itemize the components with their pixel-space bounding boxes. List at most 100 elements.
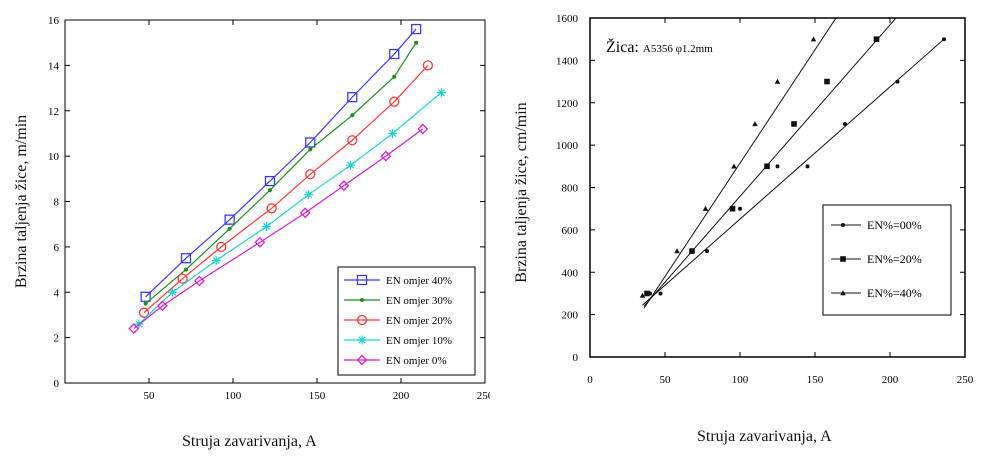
series-3: [138, 60, 434, 318]
y-tick-label: 16: [48, 15, 60, 27]
legend-label: EN%=40%: [867, 286, 922, 300]
y-tick-label: 8: [54, 197, 60, 209]
data-point: [644, 290, 650, 297]
data-point: [702, 205, 709, 211]
data-point: [417, 123, 429, 135]
data-point: [414, 40, 419, 45]
x-tick-label: 50: [660, 374, 672, 386]
data-point: [128, 323, 140, 334]
series-line: [145, 28, 417, 298]
x-tick-label: 0: [587, 374, 593, 386]
fit-line: [642, 38, 945, 306]
data-point: [658, 291, 663, 296]
x-tick-label: 100: [225, 390, 242, 402]
data-point: [436, 88, 446, 98]
y-axis-title-left: Brzina taljenja žice, m/min: [13, 115, 30, 288]
data-point: [775, 164, 780, 169]
series-1: [140, 23, 422, 302]
data-point: [731, 163, 737, 169]
data-point: [183, 267, 188, 272]
y-tick-label: 600: [562, 225, 579, 237]
y-axis-title-right: Brzina taljenja žice, cm/min: [513, 102, 530, 282]
x-axis-title-right: Struja zavarivanja, A: [697, 428, 832, 445]
data-point: [873, 36, 880, 42]
data-point: [639, 292, 646, 298]
data-point: [180, 253, 192, 264]
legend-label: EN omjer 0%: [386, 355, 446, 367]
series-line: [145, 42, 417, 305]
series-5: [128, 123, 429, 334]
data-point: [304, 190, 314, 200]
y-tick-label: 0: [54, 378, 60, 390]
data-point: [266, 203, 277, 214]
data-point: [143, 301, 148, 306]
legend-label: EN omjer 40%: [386, 275, 452, 287]
y-tick-label: 1600: [556, 13, 579, 25]
y-tick-label: 14: [48, 60, 60, 72]
series-3: [639, 18, 837, 309]
y-tick-label: 12: [48, 106, 59, 118]
x-tick-label: 250: [477, 390, 490, 402]
legend-label: EN%=20%: [867, 252, 922, 266]
data-point: [389, 48, 400, 60]
series-4: [134, 88, 446, 329]
data-point: [168, 287, 178, 297]
data-point: [224, 214, 235, 225]
data-point: [729, 205, 736, 212]
data-point: [254, 236, 266, 248]
data-point: [338, 180, 350, 192]
data-point: [299, 207, 311, 219]
legend-label: EN%=00%: [867, 218, 922, 232]
data-point: [752, 121, 758, 127]
data-point: [791, 121, 797, 127]
data-point: [140, 291, 151, 302]
data-point: [392, 74, 397, 79]
y-tick-label: 400: [562, 267, 579, 279]
chart-left: 50 100 150 200 250 0 2 4 6 8 10 12 14 16 Brzina taljen…: [13, 15, 490, 402]
data-point: [264, 175, 276, 187]
data-point: [805, 164, 810, 169]
x-tick-label: 150: [309, 390, 326, 402]
y-tick-label: 200: [562, 310, 579, 322]
series-2: [143, 40, 419, 306]
legend-label: EN omjer 10%: [386, 335, 452, 347]
y-tick-label: 10: [48, 151, 60, 163]
legend-label: EN omjer 30%: [386, 295, 452, 307]
data-point: [347, 91, 358, 103]
data-point: [410, 23, 422, 35]
legend-marker: [840, 256, 846, 262]
x-tick-label: 250: [957, 374, 974, 386]
y-tick-label: 1200: [556, 98, 579, 110]
data-point: [388, 128, 398, 138]
data-point: [689, 248, 695, 254]
data-point: [157, 300, 168, 312]
y-tick-label: 6: [54, 242, 60, 254]
fit-line: [643, 18, 837, 309]
data-point: [705, 249, 709, 254]
data-point: [216, 241, 227, 253]
wire-annotation: Žica: A5356 φ1.2mm: [606, 37, 713, 56]
data-point: [810, 36, 817, 42]
data-point: [193, 275, 205, 287]
series-line: [138, 92, 442, 325]
data-point: [347, 135, 358, 146]
data-point: [177, 273, 188, 284]
series-line: [143, 64, 429, 314]
x-tick-label: 150: [807, 374, 824, 386]
data-point: [422, 60, 434, 71]
y-tick-label: 1400: [556, 55, 579, 67]
y-tick-label: 0: [573, 352, 579, 364]
legend-marker: [356, 314, 368, 326]
legend-label: EN omjer 20%: [386, 315, 452, 327]
legend-marker: [356, 354, 368, 366]
x-axis-title-left: Struja zavarivanja, A: [182, 433, 317, 450]
data-point: [895, 79, 900, 84]
data-point: [308, 147, 313, 152]
data-point: [138, 307, 150, 318]
legend-marker: [360, 298, 364, 302]
data-point: [380, 150, 392, 162]
data-point: [305, 137, 316, 148]
data-point: [824, 78, 830, 85]
data-point: [350, 113, 355, 118]
